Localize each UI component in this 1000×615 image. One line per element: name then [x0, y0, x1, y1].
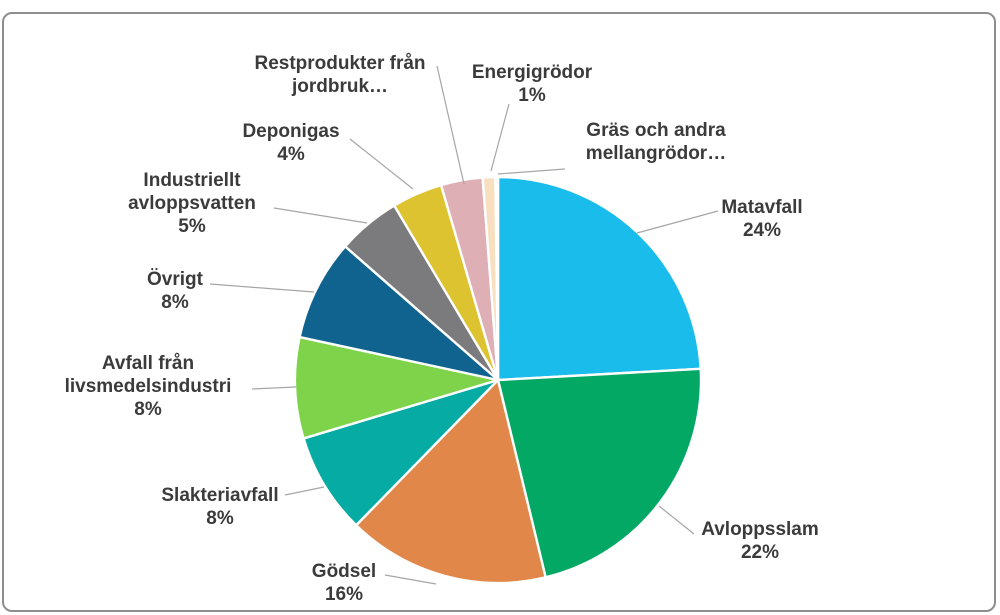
leader-line-restprodukter-fran-jordbruk	[436, 65, 465, 185]
callout-text-line: 24%	[742, 220, 782, 241]
pie-slice-avloppsslam	[496, 367, 703, 579]
callout-text-line: 8%	[161, 292, 189, 313]
callout-text-line: 22%	[740, 542, 780, 563]
leader-line-energigrodor	[490, 103, 510, 172]
callout-text-line: 8%	[206, 508, 234, 529]
callout-text-line: Deponigas	[242, 121, 340, 142]
callout-gras-och-andra-mellangrodor: Gräs och andra mellangrödor…	[586, 119, 726, 165]
callout-text-line: avloppsvatten	[128, 193, 256, 214]
callout-text-line: Energigrödor	[471, 62, 593, 83]
callout-energigrodor: Energigrödor 1%	[472, 61, 592, 107]
pie-slice-slakteriavfall	[302, 378, 500, 527]
leader-line-ovrigt	[209, 283, 315, 293]
callout-text-line: Avloppsslam	[701, 519, 819, 540]
callout-restprodukter-fran-jordbruk: Restprodukter från jordbruk…	[254, 52, 425, 98]
pie-slice-ovrigt	[298, 245, 500, 382]
callout-text-line: mellangrödor…	[585, 143, 727, 164]
callout-text-line: Slakteriavfall	[161, 485, 279, 506]
leader-line-matavfall	[636, 210, 719, 234]
callout-text-line: livsmedelsindustri	[64, 376, 232, 397]
callout-text-line: Restprodukter från	[254, 53, 426, 74]
chart-frame	[2, 12, 996, 612]
leader-line-avloppsslam	[658, 505, 695, 535]
callout-text-line: jordbruk…	[291, 76, 389, 97]
callout-industriellt-avloppsvatten: Industriellt avloppsvatten 5%	[128, 169, 256, 238]
pie-slice-godsel	[354, 378, 547, 585]
leader-line-gras-och-andra-mellangrodor	[497, 168, 566, 175]
callout-text-line: 1%	[518, 85, 546, 106]
callout-ovrigt: Övrigt 8%	[147, 268, 203, 314]
pie-slice-matavfall	[496, 175, 702, 382]
callout-slakteriavfall: Slakteriavfall 8%	[161, 484, 278, 530]
callout-godsel: Gödsel 16%	[312, 560, 376, 606]
callout-avloppsslam: Avloppsslam 22%	[701, 518, 819, 564]
leader-line-slakteriavfall	[284, 486, 325, 496]
callout-avfall-fran-livsmedelsindustri: Avfall från livsmedelsindustri 8%	[65, 352, 232, 421]
callout-text-line: Övrigt	[147, 269, 203, 290]
callout-text-line: Gräs och andra	[586, 120, 726, 141]
callout-text-line: 5%	[178, 216, 206, 237]
callout-text-line: Gödsel	[311, 561, 377, 582]
callout-text-line: 8%	[134, 399, 162, 420]
callout-text-line: Matavfall	[721, 197, 803, 218]
callout-text-line: 16%	[324, 584, 364, 605]
callout-text-line: Industriellt	[143, 170, 241, 191]
callout-matavfall: Matavfall 24%	[721, 196, 802, 242]
pie-slice-avfall-fran-livsmedelsindustri	[293, 335, 500, 440]
leader-line-avfall-fran-livsmedelsindustri	[251, 386, 297, 390]
leader-line-godsel	[384, 574, 437, 585]
callout-text-line: 4%	[277, 144, 305, 165]
callout-deponigas: Deponigas 4%	[242, 120, 339, 166]
pie-slice-gras-och-andra-mellangrodor	[494, 175, 500, 382]
callout-text-line: Avfall från	[101, 353, 195, 374]
leader-line-industriellt-avloppsvatten	[273, 207, 368, 224]
leader-line-deponigas	[349, 138, 414, 190]
